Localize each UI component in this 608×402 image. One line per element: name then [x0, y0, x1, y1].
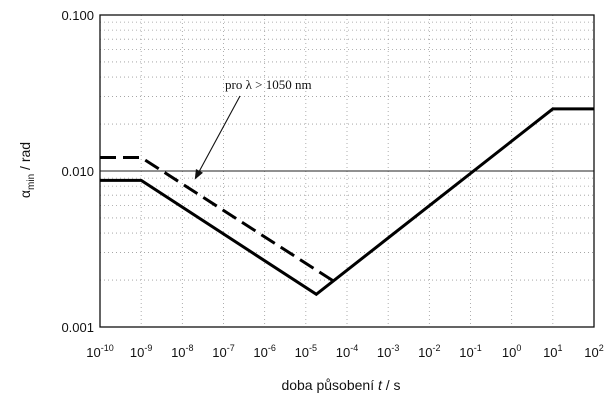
- annotation-arrow-head: [194, 168, 204, 180]
- series-line-dashed: [100, 156, 336, 284]
- series-group: [100, 107, 594, 297]
- x-tick-label: 10-9: [130, 343, 152, 360]
- series-line-solid: [100, 107, 594, 297]
- x-tick-label: 10-4: [336, 343, 358, 360]
- x-tick-label: 10-1: [459, 343, 481, 360]
- x-tick-label: 10-2: [418, 343, 440, 360]
- y-tick-label: 0.010: [61, 164, 94, 179]
- y-axis-title: αmin / rad: [17, 142, 37, 198]
- y-tick-label: 0.001: [61, 320, 94, 335]
- x-tick-label: 10-6: [253, 343, 275, 360]
- x-tick-label: 10-10: [86, 343, 113, 360]
- annotation-arrow: [199, 95, 241, 172]
- annotation-label: pro λ > 1050 nm: [225, 77, 312, 92]
- x-tick-label: 10-3: [377, 343, 399, 360]
- x-tick-label: 10-7: [212, 343, 234, 360]
- x-tick-label: 102: [584, 343, 603, 360]
- y-tick-label: 0.100: [61, 8, 94, 23]
- x-tick-label: 10-8: [171, 343, 193, 360]
- x-tick-label: 100: [502, 343, 521, 360]
- x-axis-title: doba působení t / s: [281, 377, 400, 393]
- x-tick-label: 101: [543, 343, 562, 360]
- x-tick-label: 10-5: [295, 343, 317, 360]
- x-tick-labels: 10-10 10-9 10-8 10-7 10-6 10-5 10-4 10-3 10-2 10-…: [86, 343, 603, 360]
- plot-frame: [99, 14, 595, 328]
- y-tick-labels: 0.001 0.010 0.100: [61, 8, 94, 335]
